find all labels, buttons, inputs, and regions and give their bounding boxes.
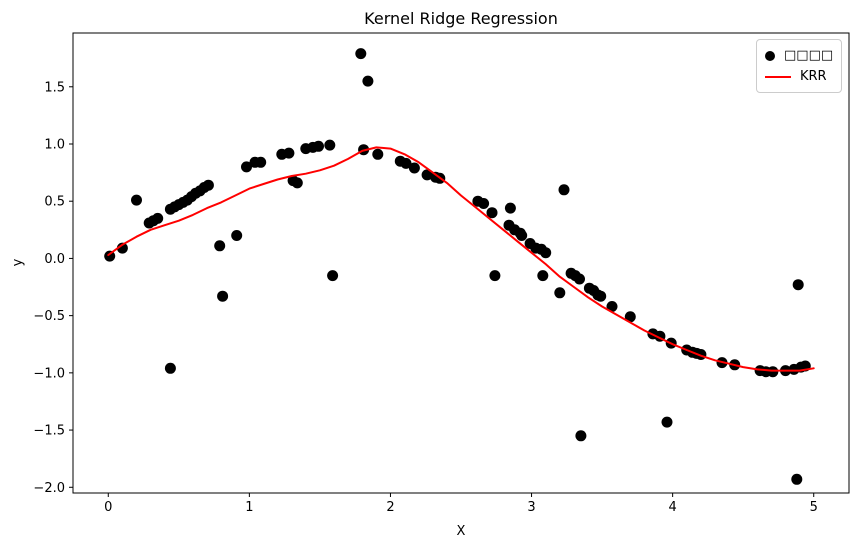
- scatter-point: [606, 301, 618, 312]
- y-tick-label: 1.0: [44, 137, 65, 152]
- scatter-point: [327, 270, 339, 282]
- x-tick-label: 4: [668, 500, 676, 515]
- y-tick-label: −2.0: [33, 481, 65, 496]
- scatter-point: [241, 161, 252, 173]
- scatter-point: [540, 247, 552, 259]
- x-axis-label: X: [456, 524, 466, 539]
- chart-title: Kernel Ridge Regression: [364, 9, 558, 28]
- scatter-point: [595, 290, 607, 302]
- scatter-point: [516, 230, 528, 241]
- line-marker-icon: [765, 75, 791, 78]
- scatter-point: [624, 311, 636, 323]
- scatter-point: [214, 240, 226, 252]
- y-tick-label: −0.5: [33, 309, 65, 324]
- legend: □□□□ KRR: [756, 39, 842, 93]
- scatter-point: [575, 430, 587, 442]
- scatter-point: [372, 148, 384, 160]
- scatter-point: [152, 212, 164, 224]
- y-tick-label: −1.0: [33, 366, 65, 381]
- y-tick-label: −1.5: [33, 424, 65, 439]
- y-tick-label: 0.0: [44, 252, 65, 267]
- x-tick-label: 3: [527, 500, 535, 515]
- scatter-point: [131, 194, 142, 206]
- scatter-point: [478, 198, 490, 209]
- scatter-point: [537, 270, 549, 282]
- scatter-point: [291, 177, 303, 189]
- scatter-point: [408, 162, 420, 174]
- x-tick-label: 2: [386, 500, 394, 515]
- y-tick-label: 1.5: [44, 80, 65, 95]
- scatter-point: [489, 270, 501, 282]
- scatter-point: [767, 366, 779, 378]
- y-axis-label: y: [10, 258, 26, 267]
- scatter-point: [231, 230, 243, 241]
- scatter-point: [792, 279, 804, 291]
- scatter-point: [164, 362, 176, 374]
- y-tick-label: 0.5: [44, 195, 65, 210]
- scatter-point: [355, 48, 367, 60]
- scatter-point: [791, 473, 803, 485]
- scatter-point: [283, 147, 295, 159]
- legend-entry-training-data: □□□□: [765, 45, 833, 66]
- scatter-point: [202, 179, 214, 191]
- scatter-point: [554, 287, 566, 299]
- legend-entry-krr: KRR: [765, 66, 833, 87]
- legend-label-training-data: □□□□: [784, 48, 834, 63]
- scatter-marker-icon: [765, 50, 775, 61]
- scatter-point: [486, 207, 498, 219]
- scatter-point: [116, 242, 128, 254]
- x-tick-label: 5: [810, 500, 818, 515]
- axes-frame: [72, 32, 850, 494]
- krr-regression-line: [107, 146, 815, 372]
- x-tick-label: 1: [245, 500, 253, 515]
- scatter-point: [400, 157, 412, 169]
- x-tick-label: 0: [104, 500, 112, 515]
- scatter-point: [558, 184, 570, 196]
- scatter-point: [104, 250, 116, 262]
- scatter-point: [661, 416, 673, 428]
- scatter-point: [313, 140, 324, 152]
- legend-label-krr: KRR: [800, 69, 827, 84]
- scatter-point: [421, 169, 433, 181]
- scatter-point: [217, 290, 229, 302]
- scatter-point: [255, 156, 267, 168]
- scatter-point: [324, 139, 336, 151]
- scatter-point: [362, 75, 374, 87]
- scatter-point: [504, 202, 516, 214]
- scatter-point: [574, 273, 585, 285]
